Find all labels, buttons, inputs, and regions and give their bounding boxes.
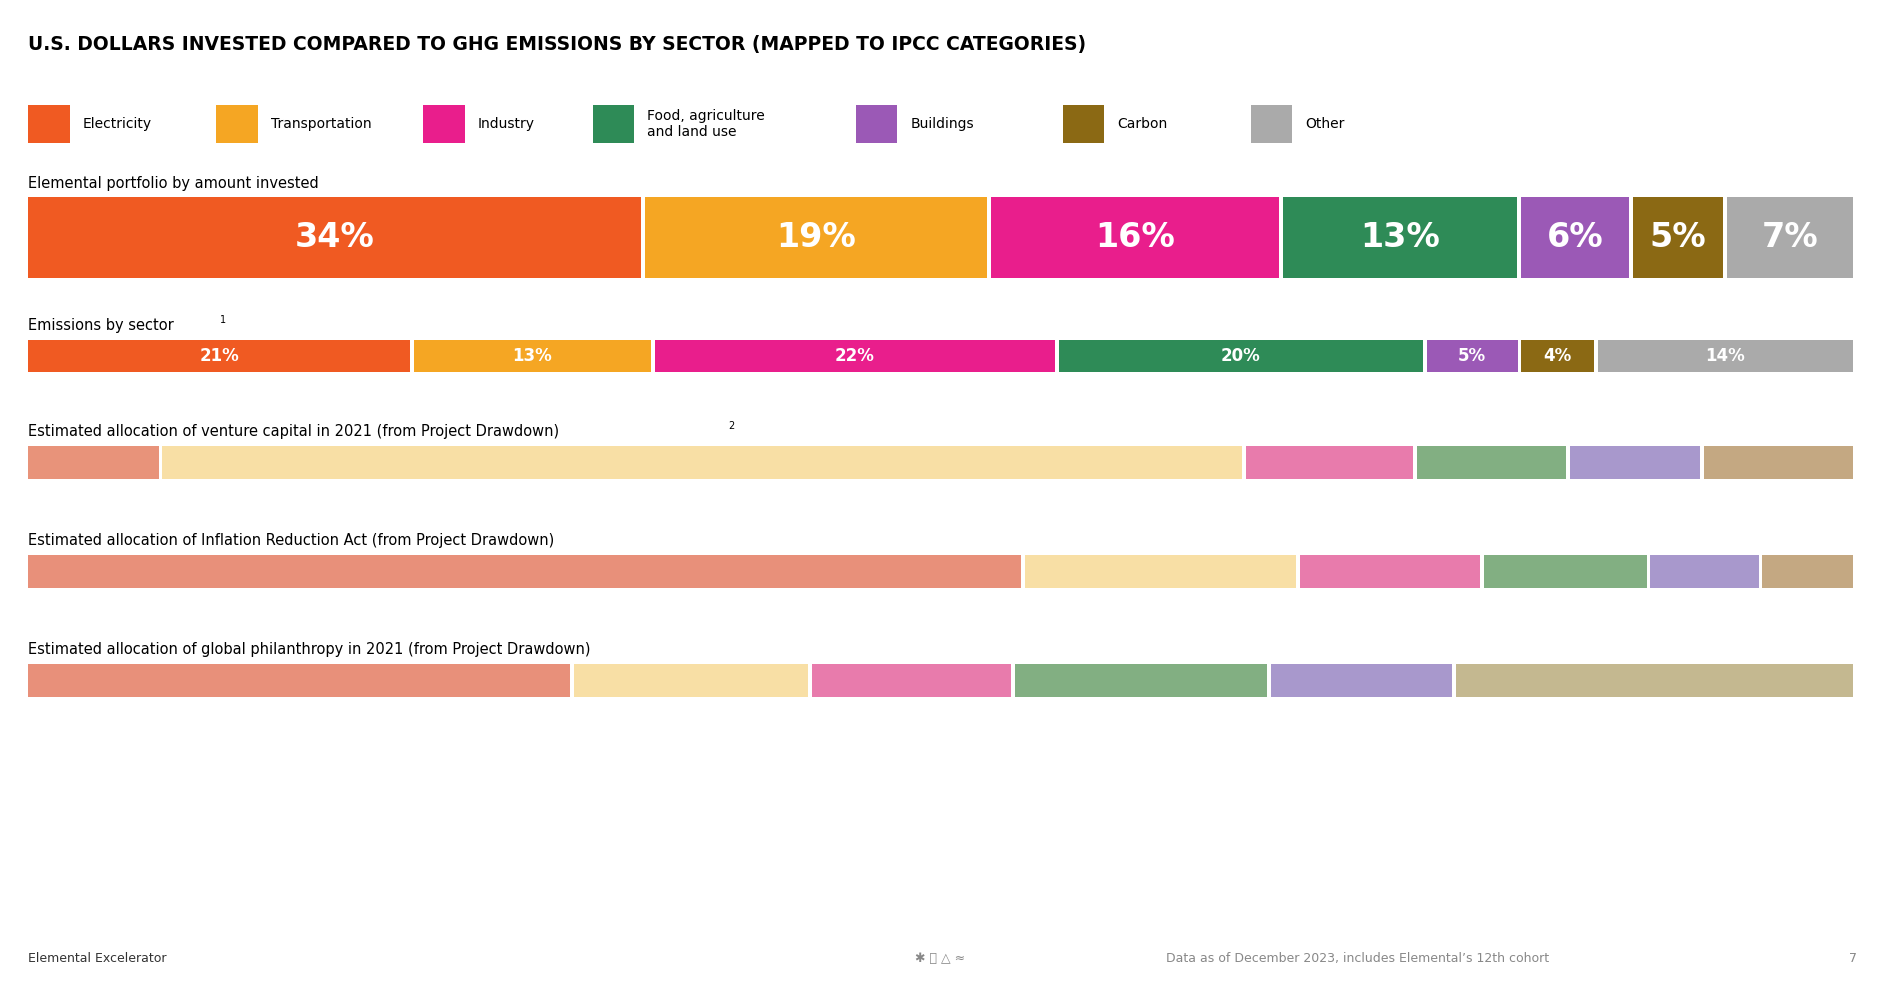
Text: Electricity: Electricity [83, 117, 152, 131]
FancyBboxPatch shape [216, 105, 258, 143]
Text: 7: 7 [1848, 952, 1856, 965]
Text: 34%: 34% [295, 220, 374, 254]
Text: ✱ 再 △ ≈: ✱ 再 △ ≈ [916, 952, 964, 965]
FancyBboxPatch shape [1762, 555, 1852, 588]
FancyBboxPatch shape [1245, 446, 1412, 479]
Text: 6%: 6% [1545, 220, 1602, 254]
FancyBboxPatch shape [1271, 664, 1451, 697]
Text: 20%: 20% [1220, 347, 1260, 365]
Text: 4%: 4% [1543, 347, 1572, 365]
Text: Elemental portfolio by amount invested: Elemental portfolio by amount invested [28, 176, 320, 191]
Text: Data as of December 2023, includes Elemental’s 12th cohort: Data as of December 2023, includes Eleme… [1166, 952, 1549, 965]
Text: 13%: 13% [513, 347, 553, 365]
FancyBboxPatch shape [812, 664, 1010, 697]
Text: 22%: 22% [835, 347, 874, 365]
FancyBboxPatch shape [654, 340, 1055, 372]
Text: Estimated allocation of venture capital in 2021 (from Project Drawdown): Estimated allocation of venture capital … [28, 424, 558, 439]
FancyBboxPatch shape [855, 105, 897, 143]
FancyBboxPatch shape [573, 664, 808, 697]
FancyBboxPatch shape [645, 197, 987, 278]
FancyBboxPatch shape [423, 105, 464, 143]
FancyBboxPatch shape [1570, 446, 1700, 479]
FancyBboxPatch shape [28, 197, 641, 278]
Text: Elemental Excelerator: Elemental Excelerator [28, 952, 167, 965]
FancyBboxPatch shape [28, 105, 70, 143]
Text: 1: 1 [220, 315, 226, 325]
Text: Transportation: Transportation [271, 117, 370, 131]
Text: Industry: Industry [478, 117, 534, 131]
FancyBboxPatch shape [28, 555, 1021, 588]
FancyBboxPatch shape [414, 340, 650, 372]
FancyBboxPatch shape [1455, 664, 1852, 697]
FancyBboxPatch shape [28, 340, 410, 372]
FancyBboxPatch shape [1025, 555, 1295, 588]
Text: 16%: 16% [1094, 220, 1175, 254]
FancyBboxPatch shape [1416, 446, 1566, 479]
FancyBboxPatch shape [1649, 555, 1758, 588]
Text: 13%: 13% [1359, 220, 1438, 254]
Text: 5%: 5% [1457, 347, 1485, 365]
Text: Estimated allocation of global philanthropy in 2021 (from Project Drawdown): Estimated allocation of global philanthr… [28, 642, 590, 657]
FancyBboxPatch shape [1703, 446, 1852, 479]
Text: Other: Other [1305, 117, 1344, 131]
FancyBboxPatch shape [1425, 340, 1517, 372]
Text: 7%: 7% [1760, 220, 1818, 254]
FancyBboxPatch shape [1521, 197, 1628, 278]
FancyBboxPatch shape [1250, 105, 1292, 143]
FancyBboxPatch shape [1299, 555, 1480, 588]
Text: Estimated allocation of Inflation Reduction Act (from Project Drawdown): Estimated allocation of Inflation Reduct… [28, 533, 555, 548]
FancyBboxPatch shape [1598, 340, 1852, 372]
FancyBboxPatch shape [28, 446, 158, 479]
FancyBboxPatch shape [1726, 197, 1852, 278]
Text: 14%: 14% [1705, 347, 1745, 365]
Text: U.S. DOLLARS INVESTED COMPARED TO GHG EMISSIONS BY SECTOR (MAPPED TO IPCC CATEGO: U.S. DOLLARS INVESTED COMPARED TO GHG EM… [28, 35, 1087, 54]
Text: 19%: 19% [776, 220, 855, 254]
FancyBboxPatch shape [1013, 664, 1267, 697]
Text: Carbon: Carbon [1117, 117, 1167, 131]
FancyBboxPatch shape [1632, 197, 1722, 278]
FancyBboxPatch shape [162, 446, 1241, 479]
Text: Food, agriculture
and land use: Food, agriculture and land use [647, 109, 765, 139]
Text: 21%: 21% [199, 347, 239, 365]
Text: 2: 2 [728, 421, 735, 431]
FancyBboxPatch shape [1062, 105, 1104, 143]
FancyBboxPatch shape [1521, 340, 1594, 372]
FancyBboxPatch shape [991, 197, 1278, 278]
FancyBboxPatch shape [28, 664, 570, 697]
Text: 5%: 5% [1649, 220, 1705, 254]
Text: Emissions by sector: Emissions by sector [28, 318, 173, 333]
FancyBboxPatch shape [592, 105, 634, 143]
FancyBboxPatch shape [1483, 555, 1645, 588]
Text: Buildings: Buildings [910, 117, 974, 131]
FancyBboxPatch shape [1058, 340, 1421, 372]
FancyBboxPatch shape [1282, 197, 1517, 278]
